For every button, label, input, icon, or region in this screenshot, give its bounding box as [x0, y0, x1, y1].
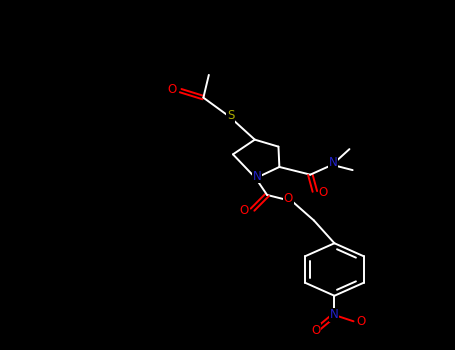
Text: O: O	[284, 192, 293, 205]
Text: N: N	[330, 308, 339, 322]
Text: S: S	[227, 109, 234, 122]
Text: O: O	[356, 315, 365, 328]
Text: O: O	[318, 186, 328, 199]
Text: O: O	[312, 323, 321, 337]
Text: N: N	[329, 155, 338, 169]
Text: N: N	[253, 169, 262, 183]
Text: O: O	[240, 204, 249, 217]
Text: O: O	[168, 83, 177, 96]
